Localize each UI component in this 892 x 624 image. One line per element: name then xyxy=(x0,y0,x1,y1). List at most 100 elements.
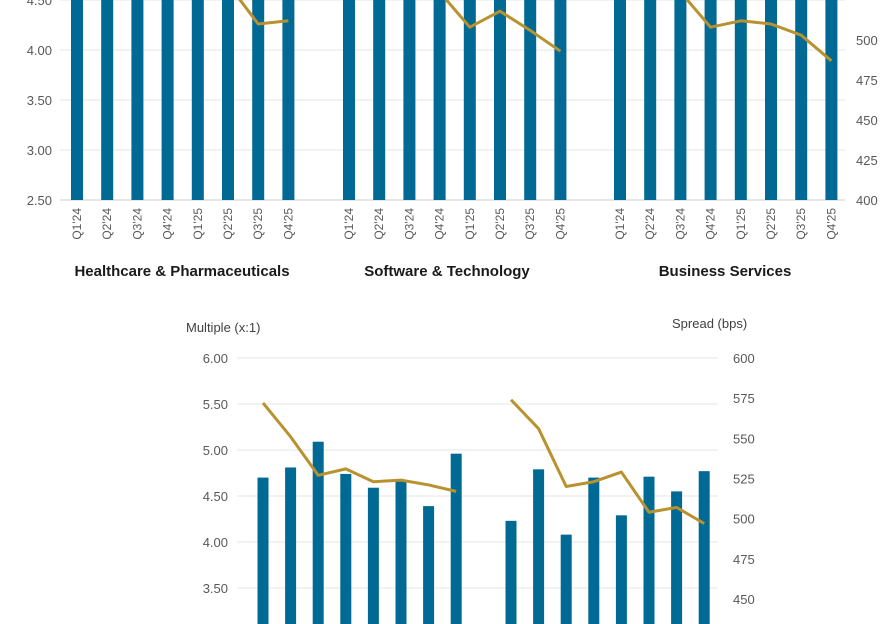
x-tick-label: Q4'24 xyxy=(433,208,447,240)
bar xyxy=(765,0,777,200)
x-tick-label: Q4'25 xyxy=(281,208,295,240)
bar xyxy=(825,0,838,200)
bar xyxy=(343,0,355,200)
bar xyxy=(734,0,747,200)
bar xyxy=(614,0,626,200)
x-tick-label: Q2'24 xyxy=(643,208,657,240)
bar xyxy=(795,0,808,200)
x-tick-label: Q4'24 xyxy=(161,208,175,240)
y-tick-label: 4.00 xyxy=(27,43,52,58)
x-tick-label: Q1'25 xyxy=(734,208,748,240)
bar xyxy=(643,476,655,624)
group-label: Software & Technology xyxy=(364,263,530,280)
bar xyxy=(463,0,476,200)
group-label: Healthcare & Pharmaceuticals xyxy=(74,263,289,280)
y2-tick-label: 475 xyxy=(733,552,755,567)
y-tick-label: 4.00 xyxy=(203,535,228,550)
y2-tick-label: 500 xyxy=(733,512,755,527)
x-tick-label: Q2'25 xyxy=(221,208,235,240)
bar xyxy=(222,0,234,200)
group-label: Business Services xyxy=(659,263,792,280)
y-tick-label: 4.50 xyxy=(203,489,228,504)
y-tick-label: 5.50 xyxy=(203,397,228,412)
x-tick-label: Q1'24 xyxy=(342,208,356,240)
bar xyxy=(533,469,545,624)
bar xyxy=(340,473,352,624)
bar xyxy=(674,0,687,200)
y2-tick-label: 450 xyxy=(856,113,878,128)
y2-tick-label: 525 xyxy=(733,472,755,487)
x-tick-label: Q2'24 xyxy=(372,208,386,240)
x-tick-label: Q4'24 xyxy=(704,208,718,240)
y2-tick-label: 425 xyxy=(856,153,878,168)
spread-line xyxy=(509,398,705,525)
bar xyxy=(698,471,710,624)
bar xyxy=(644,0,657,200)
bar xyxy=(554,0,567,200)
spread-line xyxy=(238,0,289,26)
x-tick-label: Q3'24 xyxy=(130,208,144,240)
y2-tick-label: 550 xyxy=(733,431,755,446)
x-tick-label: Q3'24 xyxy=(673,208,687,240)
y-tick-label: 3.00 xyxy=(27,143,52,158)
y2-tick-label: 450 xyxy=(733,592,755,607)
x-tick-label: Q1'24 xyxy=(70,208,84,240)
bottom-chart: 6.00 5.50 5.00 4.50 4.00 3.50 600 575 550 525 500 4… xyxy=(186,316,755,624)
x-tick-label: Q2'25 xyxy=(493,208,507,240)
bar xyxy=(131,0,144,200)
bar xyxy=(101,0,114,200)
bar xyxy=(494,0,506,200)
bar xyxy=(450,453,462,624)
bar xyxy=(615,515,627,624)
bar xyxy=(403,0,416,200)
y2-tick-label: 600 xyxy=(733,351,755,366)
x-tick-label: Q3'25 xyxy=(523,208,537,240)
bar xyxy=(433,0,446,200)
bar xyxy=(373,0,386,200)
y-axis-title: Multiple (x:1) xyxy=(186,320,260,335)
bar xyxy=(588,477,600,624)
spread-line xyxy=(685,0,833,62)
y2-axis-title: Spread (bps) xyxy=(672,316,747,331)
bar xyxy=(524,0,537,200)
top-chart: 4.50 4.00 3.50 3.00 2.50 500 475 450 425 400 Q1'24… xyxy=(27,0,878,280)
x-tick-label: Q3'24 xyxy=(402,208,416,240)
bar xyxy=(257,477,269,624)
bar xyxy=(161,0,174,200)
bar xyxy=(312,441,324,624)
bar xyxy=(423,506,435,624)
spread-line xyxy=(261,402,457,493)
y-tick-label: 3.50 xyxy=(27,93,52,108)
y2-tick-label: 475 xyxy=(856,73,878,88)
bar xyxy=(704,0,717,200)
y-tick-label: 4.50 xyxy=(27,0,52,8)
bar xyxy=(395,480,407,624)
x-tick-label: Q2'24 xyxy=(100,208,114,240)
bar xyxy=(285,467,297,624)
bar xyxy=(282,0,295,200)
y-tick-label: 2.50 xyxy=(27,193,52,208)
y-tick-label: 6.00 xyxy=(203,351,228,366)
x-tick-label: Q4'25 xyxy=(824,208,838,240)
x-tick-label: Q1'25 xyxy=(191,208,205,240)
bar xyxy=(71,0,83,200)
bar xyxy=(560,534,572,624)
y2-tick-label: 400 xyxy=(856,193,878,208)
spread-line xyxy=(444,0,562,53)
x-tick-label: Q3'25 xyxy=(794,208,808,240)
bar xyxy=(191,0,204,200)
bar xyxy=(252,0,265,200)
bar xyxy=(671,491,683,624)
y-tick-label: 5.00 xyxy=(203,443,228,458)
y-tick-label: 3.50 xyxy=(203,581,228,596)
x-tick-label: Q1'25 xyxy=(463,208,477,240)
bar xyxy=(367,487,379,624)
bar xyxy=(505,520,517,624)
x-tick-label: Q1'24 xyxy=(613,208,627,240)
x-tick-label: Q4'25 xyxy=(553,208,567,240)
y2-tick-label: 500 xyxy=(856,33,878,48)
y2-tick-label: 575 xyxy=(733,391,755,406)
x-tick-label: Q2'25 xyxy=(764,208,778,240)
x-tick-label: Q3'25 xyxy=(251,208,265,240)
